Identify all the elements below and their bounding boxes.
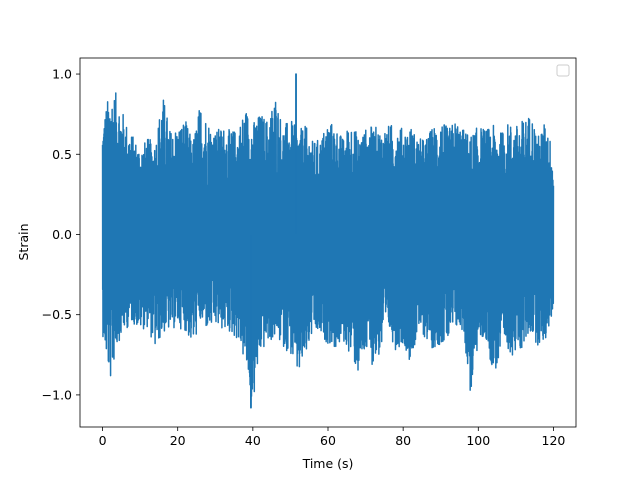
plot-area [79,57,577,428]
y-tick-label: −1.0 [42,387,72,402]
y-tick-label: 0.5 [52,147,72,162]
x-tick-label: 40 [245,433,261,448]
x-tick-label: 60 [320,433,336,448]
legend-box [556,64,570,77]
y-tick-label: −0.5 [42,307,72,322]
x-tick-label: 80 [395,433,411,448]
y-axis-label: Strain [16,223,31,260]
series-line [101,73,555,409]
x-tick-label: 120 [542,433,566,448]
x-tick-label: 20 [170,433,186,448]
legend [556,64,570,77]
y-axis-ticks: −1.0 −0.5 0.0 0.5 1.0 [42,67,80,402]
x-tick-label: 0 [99,433,107,448]
x-axis-label: Time (s) [302,456,354,471]
x-tick-label: 100 [466,433,490,448]
series-layer [101,73,555,409]
x-axis-ticks: 0 20 40 60 80 100 120 [99,427,566,448]
y-tick-label: 0.0 [52,227,72,242]
y-tick-label: 1.0 [52,67,72,82]
